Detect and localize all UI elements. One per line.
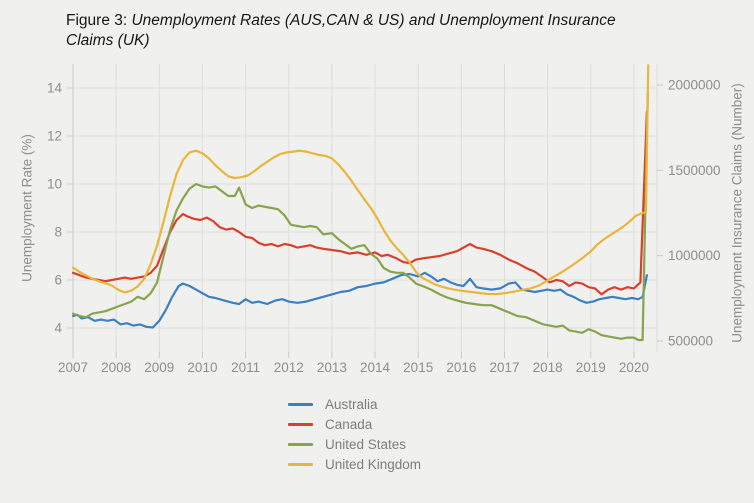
legend-item-united-states[interactable]: United States <box>288 434 421 454</box>
x-tick-label: 2007 <box>58 360 88 375</box>
x-tick-label: 2015 <box>403 360 433 375</box>
legend-swatch-canada <box>288 422 313 426</box>
x-tick-label: 2020 <box>619 360 649 375</box>
y-left-axis-title: Unemployment Rate (%) <box>19 134 35 282</box>
y-left-tick-label: 10 <box>47 177 62 192</box>
legend-label-canada: Canada <box>325 416 373 432</box>
x-tick-label: 2011 <box>231 360 260 375</box>
legend-label-united-states: United States <box>325 436 407 452</box>
y-right-axis-title: Unemployment Insurance Claims (Number) <box>729 83 745 343</box>
legend-swatch-united-states <box>288 442 313 446</box>
x-tick-label: 2017 <box>489 360 519 375</box>
y-left-tick-label: 12 <box>47 129 62 144</box>
y-left-tick-label: 14 <box>47 81 63 96</box>
figure-title-line1: Unemployment Rates (AUS,CAN & US) and Un… <box>131 12 616 29</box>
y-right-tick-label: 1500000 <box>668 163 721 178</box>
series-line-australia[interactable] <box>71 271 649 329</box>
legend-swatch-australia <box>288 402 313 406</box>
y-right-tick-label: 500000 <box>668 334 713 349</box>
series-line-united-states[interactable] <box>71 91 649 342</box>
series-line-canada[interactable] <box>71 110 649 296</box>
legend-item-united-kingdom[interactable]: United Kingdom <box>288 454 421 474</box>
legend-label-australia: Australia <box>325 396 378 412</box>
x-tick-label: 2012 <box>274 360 304 375</box>
legend-item-australia[interactable]: Australia <box>288 394 421 414</box>
x-tick-label: 2013 <box>317 360 347 375</box>
legend-item-canada[interactable]: Canada <box>288 414 421 434</box>
x-tick-label: 2016 <box>446 360 476 375</box>
y-left-tick-label: 4 <box>54 321 62 336</box>
legend-swatch-united-kingdom <box>288 462 313 466</box>
figure-title: Figure 3: Unemployment Rates (AUS,CAN & … <box>66 11 686 52</box>
legend-label-united-kingdom: United Kingdom <box>325 456 422 472</box>
figure-title-prefix: Figure 3: <box>66 12 132 29</box>
y-left-tick-label: 8 <box>54 225 62 240</box>
y-left-tick-label: 6 <box>54 273 62 288</box>
x-tick-label: 2018 <box>533 360 563 375</box>
x-tick-label: 2009 <box>144 360 174 375</box>
x-tick-label: 2019 <box>576 360 606 375</box>
legend: Australia Canada United States United Kingd… <box>288 394 421 474</box>
x-tick-label: 2014 <box>360 360 391 375</box>
x-tick-label: 2008 <box>101 360 131 375</box>
y-right-tick-label: 1000000 <box>668 248 721 263</box>
figure-title-line2: Claims (UK) <box>66 32 150 50</box>
x-tick-label: 2010 <box>187 360 217 375</box>
series-line-united-kingdom[interactable] <box>71 64 650 296</box>
y-right-tick-label: 2000000 <box>668 78 721 93</box>
